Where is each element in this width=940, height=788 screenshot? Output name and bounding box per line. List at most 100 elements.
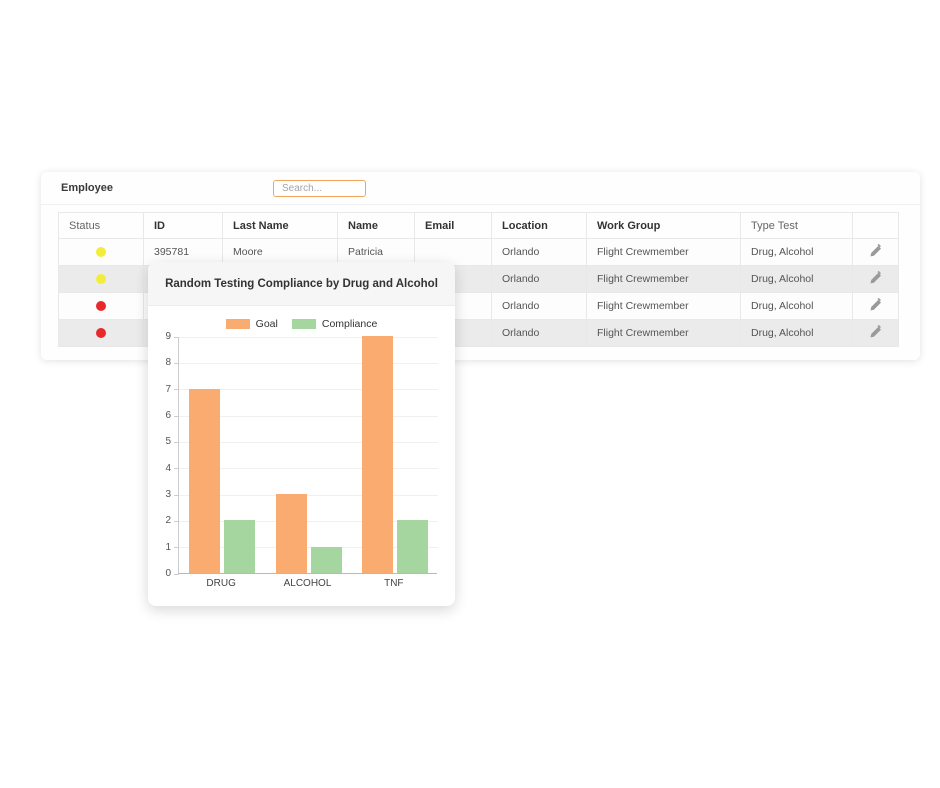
y-axis-label: 8 [165,357,171,369]
location-cell: Orlando [491,238,587,266]
column-header-status: Status [58,212,144,239]
work-group-cell: Flight Crewmember [586,238,741,266]
column-header-name: Name [337,212,415,239]
y-axis-label: 6 [165,410,171,421]
edit-cell [852,319,899,347]
status-dot [96,301,106,312]
location-cell: Orlando [491,292,587,320]
y-axis-label: 7 [165,383,171,395]
chart-title: Random Testing Compliance by Drug and Al… [165,277,438,290]
x-axis-label: DRUG [206,578,236,589]
type-test-cell: Drug, Alcohol [740,238,853,266]
status-cell [58,265,144,293]
legend-item-goal[interactable]: Goal [225,318,278,330]
bar-goal-alcohol [275,494,307,573]
chart-card: Random Testing Compliance by Drug and Al… [148,262,455,606]
panel-title: Employee [61,182,113,194]
legend-swatch [291,319,316,329]
gridline [179,389,438,391]
column-header-edit [852,212,899,239]
gridline [179,362,438,364]
column-header-last-name: Last Name [222,212,338,239]
email-cell [414,238,492,266]
bar-compliance-tnf [396,520,428,573]
y-axis-label: 4 [165,462,171,474]
pencil-icon [869,244,881,257]
bar-compliance-alcohol [310,546,342,573]
y-axis-tick [174,468,179,470]
y-axis-label: 3 [165,489,171,500]
column-header-id: ID [143,212,223,239]
x-axis-labels: DRUG ALCOHOL TNF [178,578,437,592]
type-test-cell: Drug, Alcohol [740,319,853,347]
table-row[interactable]: 395781 Moore Patricia Orlando Flight Crewmem… [58,238,899,266]
column-header-email: Email [414,212,492,239]
edit-button[interactable] [868,298,884,314]
y-axis-label: 5 [165,436,171,448]
status-cell [58,319,144,347]
search-input[interactable] [273,180,366,197]
y-axis-tick [174,573,179,575]
gridline [179,494,438,496]
type-test-cell: Drug, Alcohol [740,292,853,320]
x-axis-label: TNF [384,578,404,589]
legend-swatch [225,319,250,329]
status-dot [96,328,106,339]
pencil-icon [869,325,881,338]
type-test-cell: Drug, Alcohol [740,265,853,293]
gridline [179,468,438,470]
y-axis-label: 9 [165,331,171,342]
legend-label: Goal [255,318,278,330]
edit-button[interactable] [868,271,884,287]
y-axis-label: 2 [165,515,171,527]
status-cell [58,292,144,320]
chart-header: Random Testing Compliance by Drug and Al… [148,262,455,306]
gridline [179,441,438,443]
status-dot [96,247,106,258]
bar-goal-drug [189,388,221,573]
edit-button[interactable] [868,325,884,341]
location-cell: Orlando [491,319,587,347]
work-group-cell: Flight Crewmember [586,292,741,320]
bar-goal-tnf [361,336,393,573]
status-cell [58,238,144,266]
gridline [179,547,438,549]
table-header-row: Status ID Last Name Name Email Location Work G… [58,212,899,239]
pencil-icon [869,298,881,311]
x-axis-label: ALCOHOL [283,578,332,589]
gridline [179,336,438,338]
y-axis-tick [174,336,179,338]
work-group-cell: Flight Crewmember [586,319,741,347]
chart-legend: Goal Compliance [148,317,455,331]
y-axis-tick [174,547,179,549]
bar-compliance-drug [224,520,256,573]
y-axis-tick [174,415,179,417]
edit-cell [852,265,899,293]
gridline [179,520,438,522]
legend-item-compliance[interactable]: Compliance [291,318,378,330]
status-dot [96,274,106,285]
name-cell: Patricia [337,238,415,266]
y-axis-tick [174,494,179,496]
y-axis-tick [174,441,179,443]
y-axis-label: 0 [165,568,171,579]
edit-button[interactable] [868,244,884,260]
y-axis-tick [174,389,179,391]
work-group-cell: Flight Crewmember [586,265,741,293]
legend-label: Compliance [321,318,378,330]
pencil-icon [869,271,881,284]
location-cell: Orlando [491,265,587,293]
panel-header: Employee [41,172,920,205]
y-axis-tick [174,520,179,522]
column-header-location: Location [491,212,587,239]
edit-cell [852,292,899,320]
edit-cell [852,238,899,266]
chart-plot: 0 1 2 3 4 5 6 7 8 9 [165,331,438,579]
gridline [179,415,438,417]
id-cell: 395781 [143,238,223,266]
column-header-type-test: Type Test [740,212,853,239]
column-header-work-group: Work Group [586,212,741,239]
y-axis-label: 1 [165,541,171,553]
y-axis-tick [174,362,179,364]
